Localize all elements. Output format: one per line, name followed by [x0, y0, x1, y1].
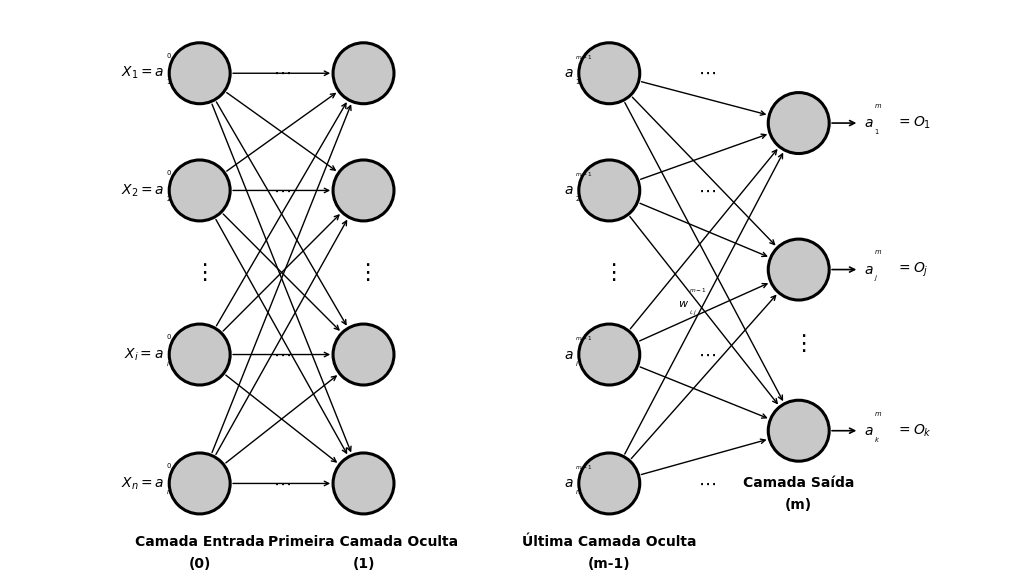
Circle shape: [333, 453, 394, 514]
Text: $X_n= a$: $X_n= a$: [121, 475, 164, 492]
Circle shape: [169, 160, 230, 221]
Text: $\cdots$: $\cdots$: [272, 475, 291, 492]
Text: $_k$: $_k$: [874, 435, 881, 445]
Circle shape: [333, 160, 394, 221]
Circle shape: [768, 400, 829, 461]
Circle shape: [579, 324, 640, 385]
Text: $X_i= a$: $X_i= a$: [124, 346, 164, 363]
Text: $a$: $a$: [864, 424, 873, 438]
Text: $a$: $a$: [564, 347, 573, 362]
Text: $_{i,j}$: $_{i,j}$: [689, 308, 697, 318]
Text: $_j$: $_j$: [874, 274, 879, 284]
Text: $_2$: $_2$: [574, 195, 581, 205]
Text: (m-1): (m-1): [588, 557, 631, 571]
Circle shape: [169, 43, 230, 104]
Text: $^m$: $^m$: [874, 411, 883, 421]
Circle shape: [768, 239, 829, 300]
Text: $\cdots$: $\cdots$: [272, 64, 291, 82]
Text: Última Camada Oculta: Última Camada Oculta: [522, 535, 696, 549]
Text: $a$: $a$: [564, 183, 573, 197]
Text: Primeira Camada Oculta: Primeira Camada Oculta: [268, 535, 459, 549]
Circle shape: [333, 324, 394, 385]
Text: $X_2= a$: $X_2= a$: [121, 182, 164, 199]
Circle shape: [579, 453, 640, 514]
Text: $X_1= a$: $X_1= a$: [121, 65, 164, 81]
Text: $\vdots$: $\vdots$: [356, 261, 371, 284]
Text: $a$: $a$: [864, 116, 873, 130]
Text: $_i$: $_i$: [166, 359, 170, 369]
Text: $\vdots$: $\vdots$: [792, 332, 806, 354]
Text: $= O_j$: $= O_j$: [896, 260, 929, 279]
Text: $^{m-1}$: $^{m-1}$: [574, 54, 593, 63]
Text: $^0$: $^0$: [166, 171, 172, 180]
Text: $\cdots$: $\cdots$: [697, 346, 716, 363]
Text: $\vdots$: $\vdots$: [602, 261, 616, 284]
Text: $\cdots$: $\cdots$: [272, 346, 291, 363]
Text: (0): (0): [188, 557, 211, 571]
Text: $a$: $a$: [564, 476, 573, 490]
Text: $^m$: $^m$: [874, 103, 883, 113]
Text: $_n$: $_n$: [574, 488, 581, 498]
Text: (m): (m): [785, 498, 812, 512]
Text: $^{m-1}$: $^{m-1}$: [574, 336, 593, 345]
Text: $^{m-1}$: $^{m-1}$: [574, 172, 593, 180]
Circle shape: [333, 43, 394, 104]
Text: $\vdots$: $\vdots$: [193, 261, 207, 284]
Text: $^{m-1}$: $^{m-1}$: [689, 287, 708, 296]
Circle shape: [169, 453, 230, 514]
Circle shape: [579, 160, 640, 221]
Text: Camada Entrada: Camada Entrada: [135, 535, 264, 549]
Text: $a$: $a$: [564, 66, 573, 80]
Text: $= O_1$: $= O_1$: [896, 115, 932, 131]
Text: $^0$: $^0$: [166, 464, 172, 473]
Circle shape: [579, 43, 640, 104]
Text: $= O_k$: $= O_k$: [896, 423, 932, 439]
Text: $_1$: $_1$: [574, 77, 581, 87]
Text: (1): (1): [352, 557, 375, 571]
Text: $_n$: $_n$: [166, 488, 172, 498]
Text: $w$: $w$: [678, 299, 689, 309]
Text: $^{m-1}$: $^{m-1}$: [574, 465, 593, 473]
Text: $_2$: $_2$: [166, 195, 172, 205]
Text: $a$: $a$: [864, 263, 873, 277]
Text: $^0$: $^0$: [166, 335, 172, 345]
Text: $\cdots$: $\cdots$: [697, 475, 716, 492]
Text: Camada Saída: Camada Saída: [743, 476, 854, 490]
Circle shape: [768, 93, 829, 154]
Text: $^0$: $^0$: [166, 53, 172, 63]
Text: $^m$: $^m$: [874, 250, 883, 260]
Text: $_i$: $_i$: [574, 359, 579, 369]
Text: $_1$: $_1$: [166, 77, 172, 87]
Text: $\cdots$: $\cdots$: [697, 64, 716, 82]
Circle shape: [169, 324, 230, 385]
Text: $\cdots$: $\cdots$: [272, 182, 291, 199]
Text: $\cdots$: $\cdots$: [697, 182, 716, 199]
Text: $_1$: $_1$: [874, 127, 880, 137]
